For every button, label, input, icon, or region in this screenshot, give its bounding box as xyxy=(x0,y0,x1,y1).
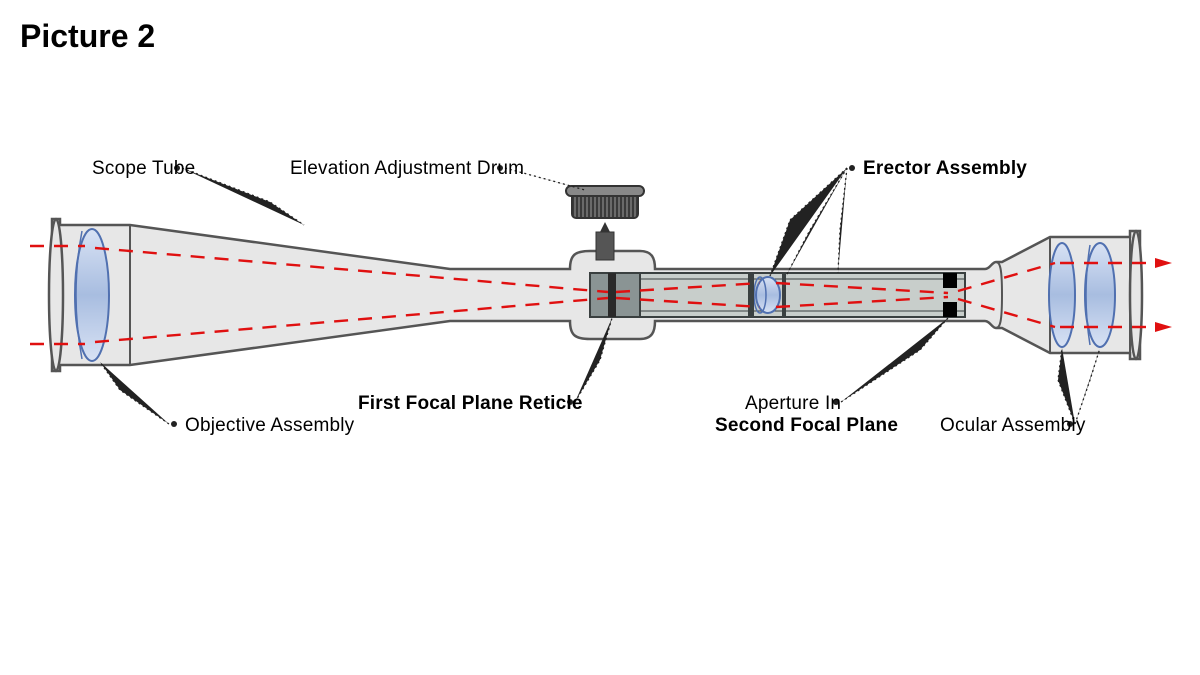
label-second-focal-plane: Second Focal Plane xyxy=(715,415,898,437)
label-scope-tube: Scope Tube xyxy=(92,158,195,180)
reticle-ffp xyxy=(608,273,616,317)
erector-tube xyxy=(590,273,965,317)
label-erector-assembly: Erector Assembly xyxy=(863,158,1027,180)
label-elevation-drum: Elevation Adjustment Drum xyxy=(290,158,524,180)
label-first-focal-plane: First Focal Plane Reticle xyxy=(358,393,583,415)
label-ocular-assembly: Ocular Assembly xyxy=(940,415,1086,437)
label-aperture-in: Aperture In xyxy=(745,393,841,415)
exit-arrows xyxy=(1155,258,1172,332)
scope-diagram xyxy=(0,0,1200,675)
elevation-turret xyxy=(566,186,644,260)
label-objective-assembly: Objective Assembly xyxy=(185,415,354,437)
